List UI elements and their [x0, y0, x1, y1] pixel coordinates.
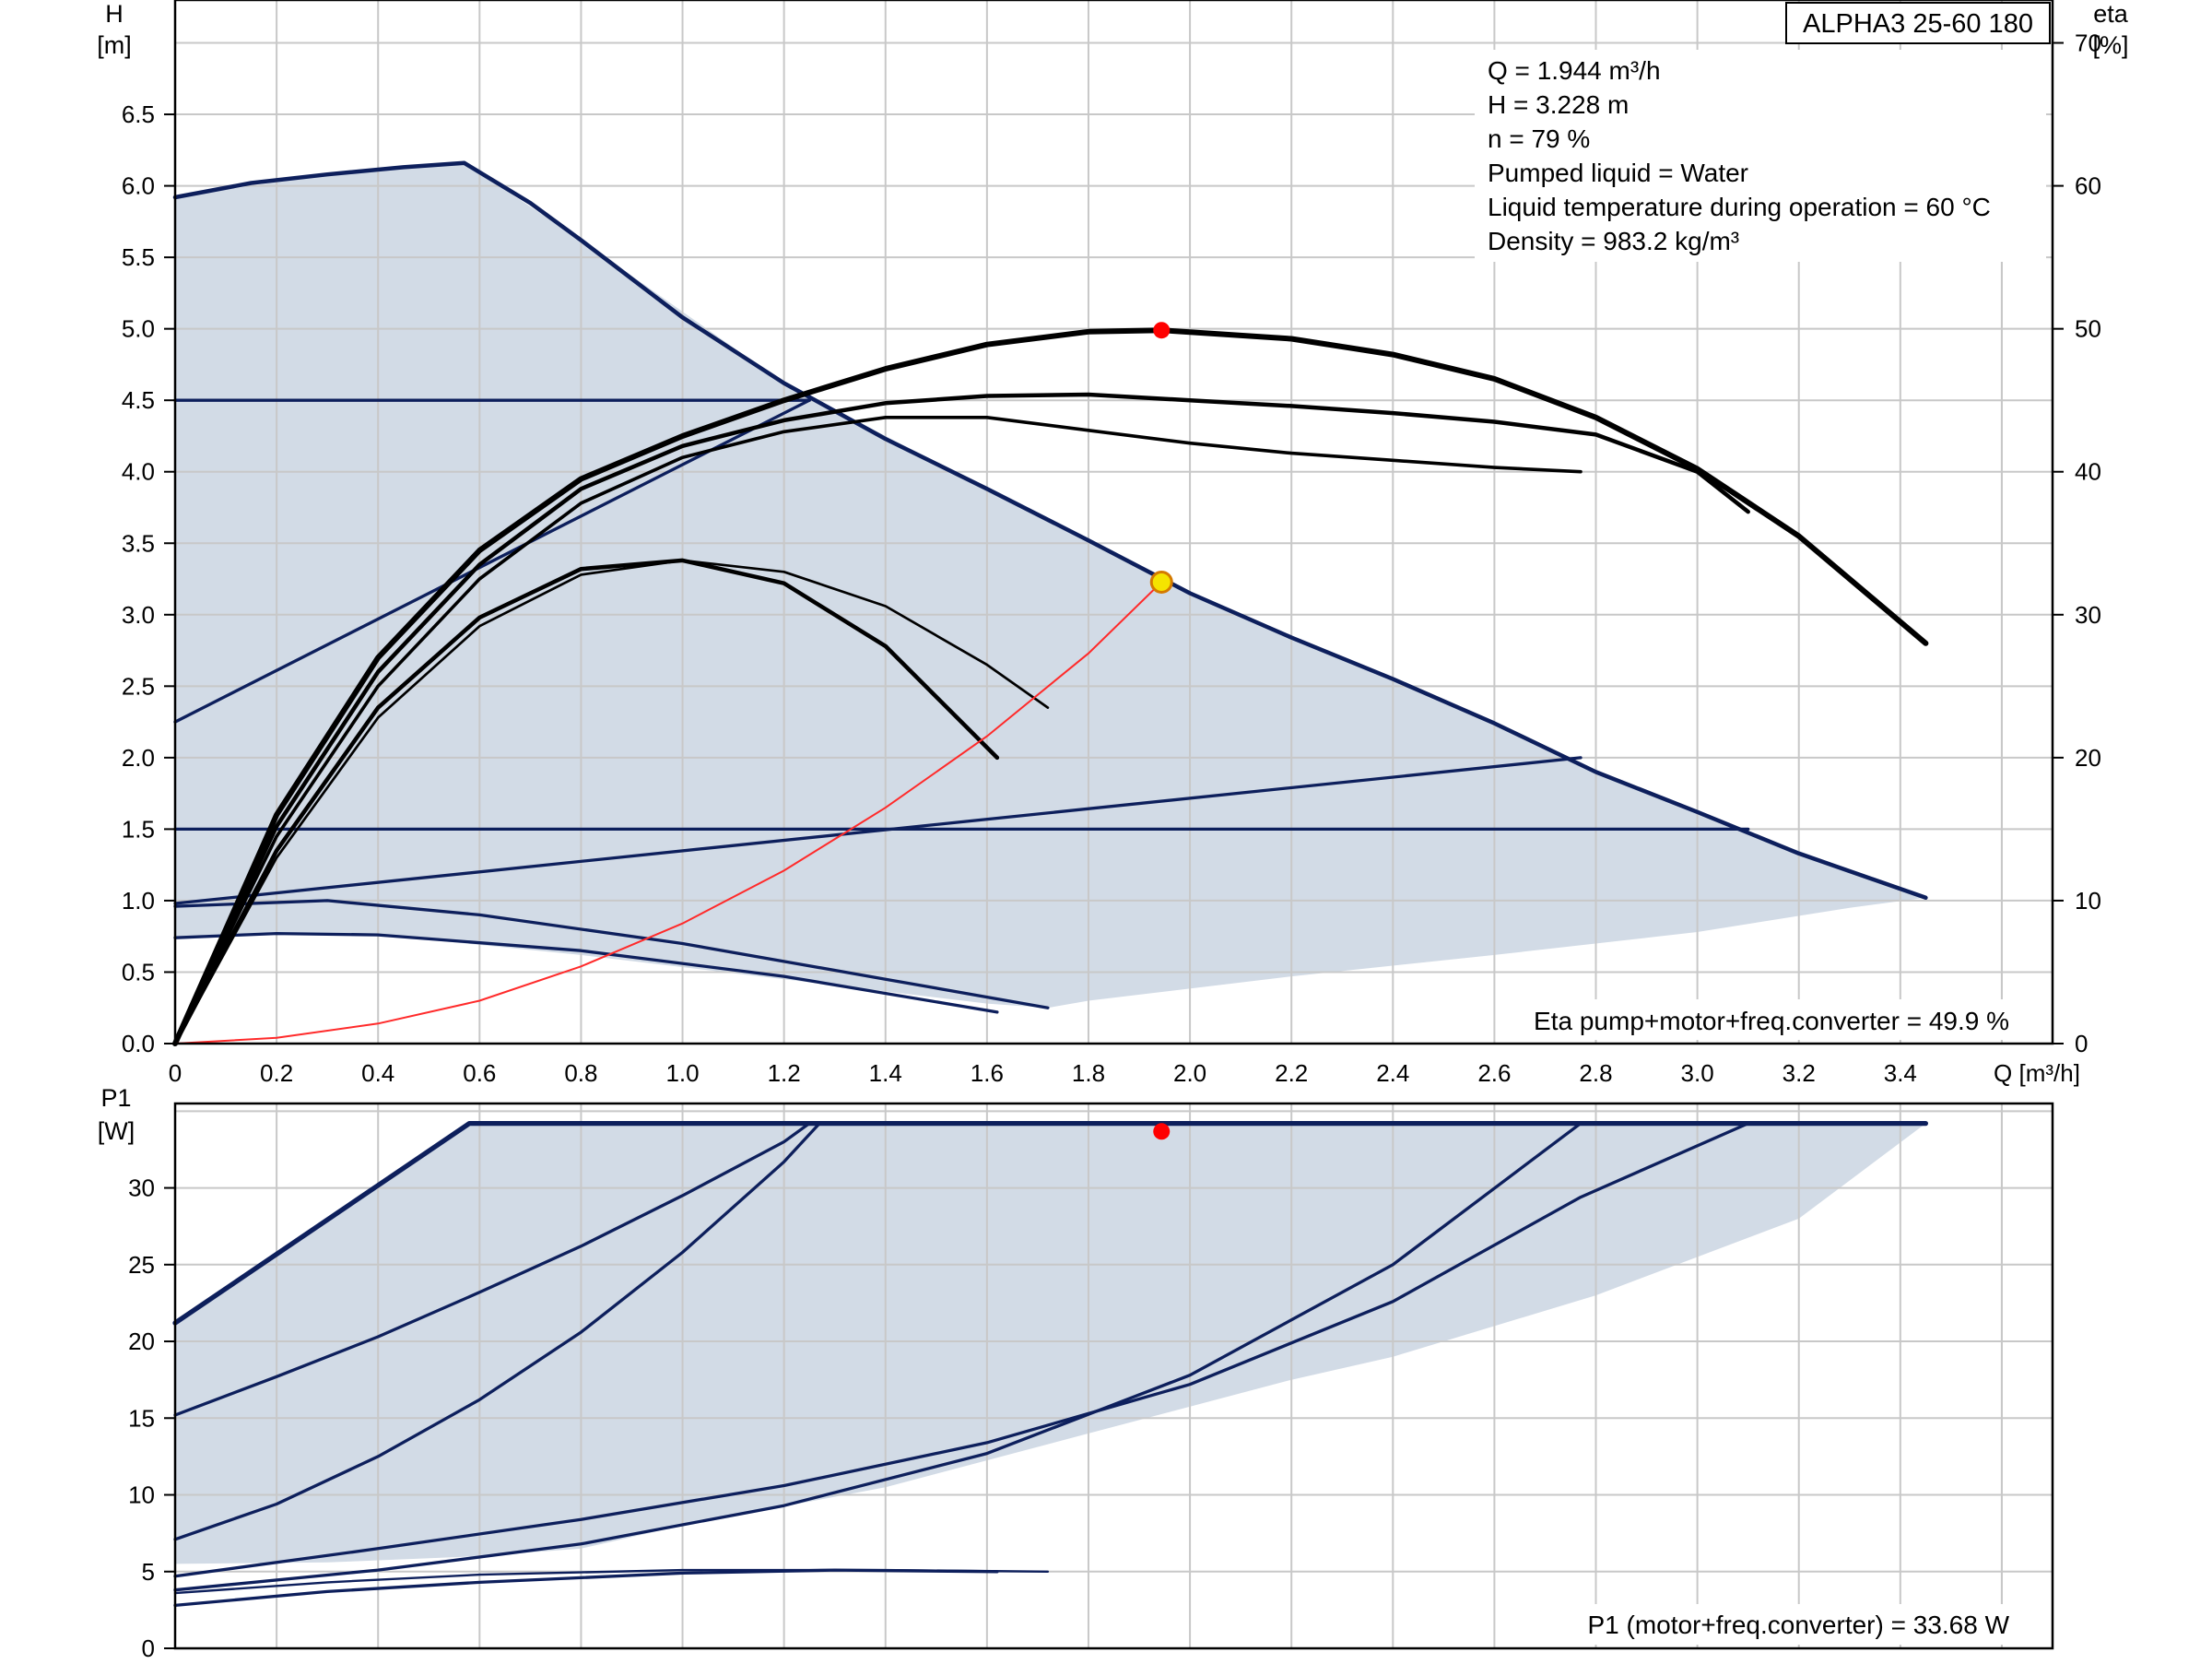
- efficiency-curve-3: [173, 416, 1583, 1045]
- y-tick-label-power: 10: [128, 1481, 155, 1509]
- y-axis-title-eta: eta: [2093, 0, 2129, 28]
- y-tick-label-eta: 30: [2075, 601, 2101, 629]
- eta-note-box: [1502, 999, 2028, 1040]
- info-line: H = 3.228 m: [1488, 90, 1629, 119]
- x-tick-label: 1.4: [869, 1059, 902, 1087]
- x-tick-label: 2.0: [1173, 1059, 1206, 1087]
- y-tick-label-head: 5.0: [122, 315, 155, 343]
- y-tick-label-eta: 10: [2075, 887, 2101, 915]
- y-tick-label-power: 5: [142, 1558, 155, 1586]
- efficiency-point-marker: [1153, 322, 1171, 339]
- y-tick-label-power: 15: [128, 1404, 155, 1432]
- x-tick-label: 0.6: [463, 1059, 496, 1087]
- x-tick-label: 2.2: [1275, 1059, 1308, 1087]
- x-tick-label: 2.4: [1376, 1059, 1409, 1087]
- y-tick-label-head: 2.5: [122, 672, 155, 700]
- y-axis-unit-power: [W]: [98, 1117, 135, 1145]
- head-curve-2: [173, 398, 811, 724]
- power-curve-3: [173, 1121, 1750, 1578]
- y-tick-label-eta: 60: [2075, 172, 2101, 200]
- x-tick-label: 1.6: [971, 1059, 1004, 1087]
- x-tick-label: 1.2: [768, 1059, 801, 1087]
- x-tick-label: 0.4: [361, 1059, 394, 1087]
- operating-envelope-power: [175, 1123, 1926, 1564]
- head-curve-5: [173, 899, 1050, 1009]
- plot-frame-power: [173, 1102, 2054, 1650]
- head-curve-4: [173, 756, 1583, 905]
- power-duty-point-marker: [1153, 1123, 1171, 1140]
- x-tick-label: 3.4: [1884, 1059, 1917, 1087]
- y-tick-label-head: 0.5: [122, 958, 155, 985]
- y-tick-label-head: 3.5: [122, 529, 155, 557]
- y-axis-unit-eta: [%]: [2092, 31, 2128, 59]
- model-label: ALPHA3 25-60 180: [1803, 9, 2033, 39]
- y-tick-label-power: 0: [142, 1634, 155, 1659]
- y-tick-label-head: 6.0: [122, 172, 155, 200]
- info-line: n = 79 %: [1488, 124, 1590, 153]
- p1-note-box: [1558, 1604, 2028, 1645]
- head-curve-6: [173, 931, 999, 1014]
- info-box: [1475, 50, 2046, 262]
- x-tick-label: 0.8: [564, 1059, 597, 1087]
- y-tick-label-head: 6.5: [122, 100, 155, 128]
- y-tick-label-head: 1.0: [122, 887, 155, 915]
- x-tick-label: 0.2: [260, 1059, 293, 1087]
- y-tick-label-power: 25: [128, 1251, 155, 1279]
- power-curve-4: [173, 1121, 1583, 1592]
- info-line: Pumped liquid = Water: [1488, 159, 1748, 187]
- efficiency-curve-1: [172, 327, 1929, 1046]
- y-tick-label-head: 4.5: [122, 386, 155, 414]
- operating-point-marker: [1149, 570, 1173, 594]
- head-curve-max: [172, 160, 1928, 901]
- power-curve-6: [173, 1568, 1050, 1595]
- y-tick-label-head: 2.0: [122, 744, 155, 772]
- system-curve: [174, 581, 1162, 1044]
- p1-note: P1 (motor+freq.converter) = 33.68 W: [1587, 1611, 2009, 1639]
- eta-note: Eta pump+motor+freq.converter = 49.9 %: [1534, 1007, 2009, 1035]
- operating-envelope-head: [175, 162, 1926, 1009]
- y-tick-label-eta: 0: [2075, 1030, 2088, 1057]
- x-axis-title: Q [m³/h]: [1994, 1059, 2080, 1087]
- x-tick-label: 2.8: [1579, 1059, 1612, 1087]
- y-tick-label-power: 20: [128, 1328, 155, 1355]
- power-curve-1: [173, 1121, 811, 1417]
- efficiency-curve-2: [172, 392, 1750, 1046]
- efficiency-curve-4: [172, 558, 1000, 1046]
- y-tick-label-eta: 70: [2075, 30, 2101, 57]
- y-tick-label-eta: 50: [2075, 315, 2101, 343]
- y-axis-title-power: P1: [100, 1084, 131, 1112]
- y-tick-label-head: 3.0: [122, 601, 155, 629]
- info-line: Density = 983.2 kg/m³: [1488, 227, 1739, 255]
- x-tick-label: 1.8: [1072, 1059, 1105, 1087]
- y-tick-label-eta: 20: [2075, 744, 2101, 772]
- y-tick-label-head: 1.5: [122, 815, 155, 843]
- x-tick-label: 3.2: [1783, 1059, 1816, 1087]
- x-tick-label: 0: [169, 1059, 182, 1087]
- info-line: Liquid temperature during operation = 60…: [1488, 193, 1991, 221]
- power-curve-max: [172, 1120, 1929, 1326]
- y-tick-label-eta: 40: [2075, 458, 2101, 486]
- y-tick-label-power: 30: [128, 1174, 155, 1202]
- plot-frame-head: [173, 0, 2054, 1045]
- y-tick-label-head: 4.0: [122, 458, 155, 486]
- efficiency-curve-5: [173, 559, 1050, 1045]
- model-label-box: [1785, 2, 2051, 44]
- power-curve-2: [173, 1121, 821, 1541]
- x-tick-label: 2.6: [1477, 1059, 1511, 1087]
- x-tick-label: 3.0: [1681, 1059, 1714, 1087]
- y-tick-label-head: 5.5: [122, 243, 155, 271]
- x-tick-label: 1.0: [665, 1059, 699, 1087]
- y-axis-unit-head: [m]: [97, 31, 132, 59]
- y-axis-title-head: H: [105, 0, 124, 28]
- y-tick-label-head: 0.0: [122, 1030, 155, 1057]
- info-line: Q = 1.944 m³/h: [1488, 56, 1661, 85]
